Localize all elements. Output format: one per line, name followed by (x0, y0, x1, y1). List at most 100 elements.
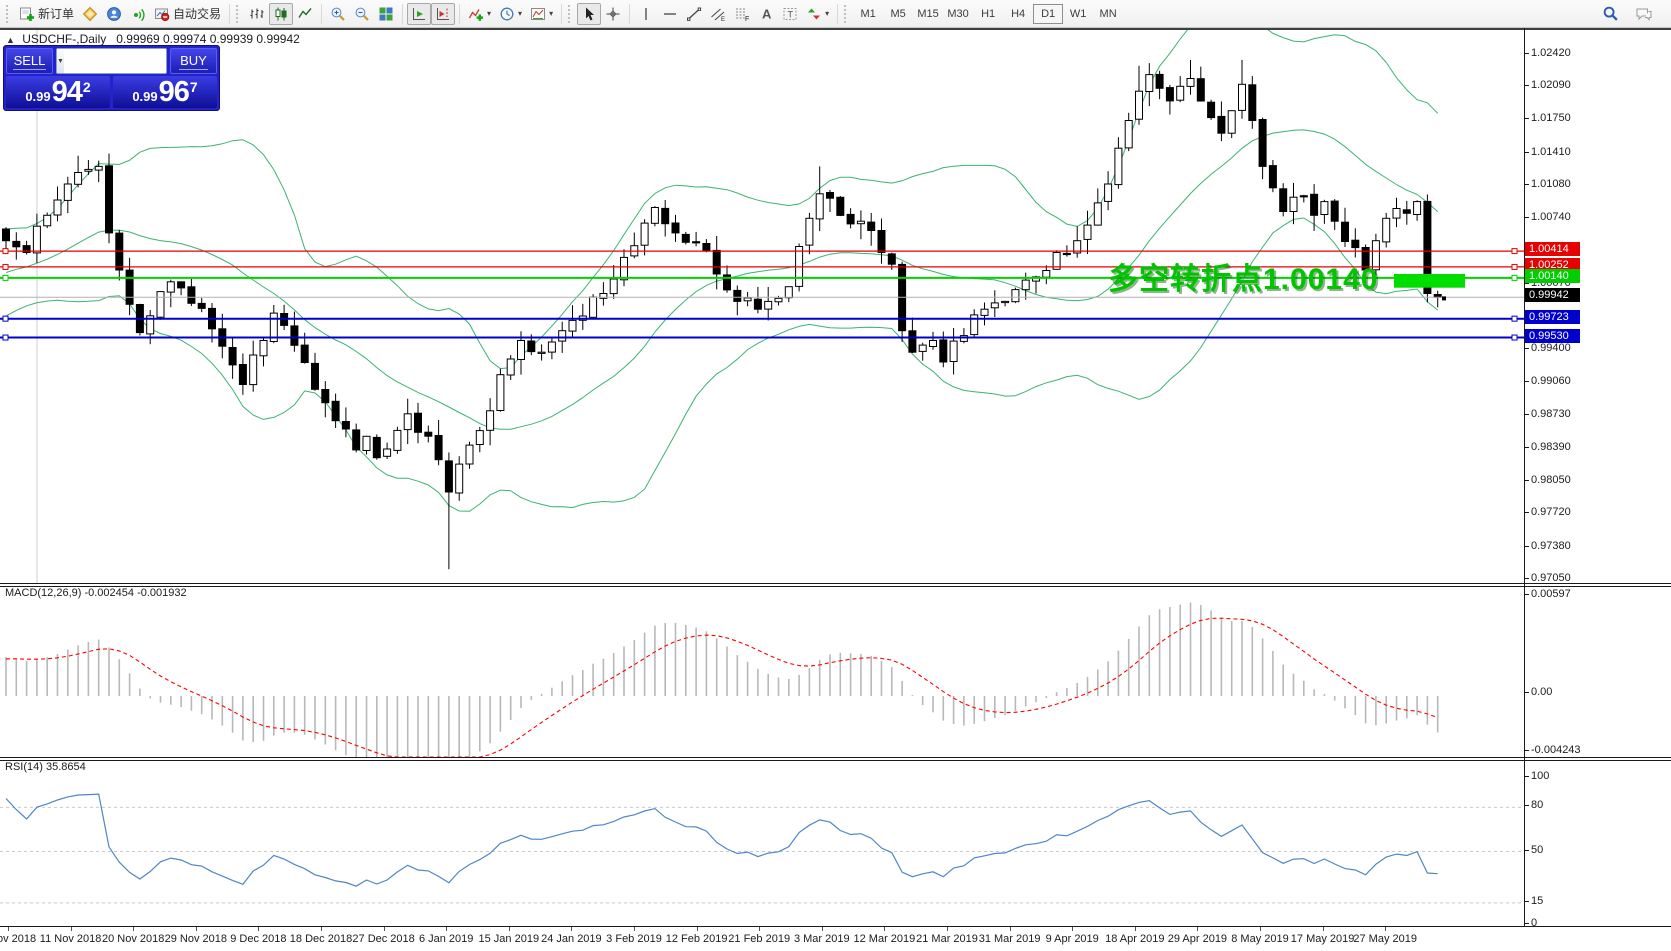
new-order-button[interactable]: 新订单 (15, 3, 78, 25)
timeframe-h1-button[interactable]: H1 (981, 7, 996, 20)
volume-input[interactable] (63, 49, 166, 73)
rsi-axis-tick-mark (1524, 805, 1529, 807)
price-axis-tick-mark (1524, 512, 1529, 514)
price-badge: 1.00140 (1525, 268, 1580, 283)
equidistant-channel-button[interactable]: E (706, 3, 730, 25)
metaeditor-button[interactable] (78, 3, 102, 25)
bar-chart-button[interactable] (245, 3, 269, 25)
date-axis-tick-mark (195, 927, 197, 931)
text-label-button[interactable]: T (778, 3, 802, 25)
text-button[interactable]: A (754, 3, 778, 25)
main-price-pane[interactable] (0, 30, 1524, 585)
date-axis-tick-mark (1385, 927, 1387, 931)
timeframe-m5-button[interactable]: M5 (890, 7, 906, 20)
date-axis-tick-mark (70, 927, 72, 931)
sell-price-prefix: 0.99 (25, 89, 51, 104)
vertical-line-button[interactable] (634, 3, 658, 25)
indicators-dropdown[interactable]: ▾ (464, 3, 495, 25)
annotation-text[interactable]: 多空转折点1.00140 (1108, 263, 1379, 296)
chart-ohlc-quotes: 0.99969 0.99974 0.99939 0.99942 (116, 32, 300, 46)
date-axis-tick-mark (1072, 927, 1074, 931)
horizontal-line-button[interactable] (658, 3, 682, 25)
price-axis-tick: 0.99060 (1531, 375, 1571, 388)
sell-price-main: 94 (51, 76, 83, 108)
date-axis-label: 6 Jan 2019 (418, 933, 474, 945)
arrows-dropdown[interactable]: ▾ (802, 3, 833, 25)
svg-text:F: F (745, 16, 749, 22)
rsi-label: RSI(14) 35.8654 (5, 761, 86, 773)
trendline-button[interactable] (682, 3, 706, 25)
buy-price-box[interactable]: 0.99 96 7 (113, 76, 217, 108)
fibonacci-button[interactable]: F (730, 3, 754, 25)
mql5-community-button[interactable] (102, 3, 126, 25)
price-badge: 1.00414 (1525, 242, 1580, 257)
candlestick-chart-button[interactable] (269, 2, 294, 25)
autotrading-icon (155, 8, 170, 21)
cursor-button[interactable] (577, 2, 602, 25)
chat-icon (1636, 8, 1652, 21)
buy-button[interactable]: BUY (170, 48, 217, 74)
vertical-line-icon (645, 7, 647, 20)
price-axis-tick: 1.01410 (1531, 145, 1571, 158)
macd-axis-tick-mark (1524, 692, 1529, 693)
toolbar-grip[interactable] (844, 4, 849, 23)
buy-price-pip: 7 (189, 79, 198, 95)
price-axis-tick-mark (1524, 480, 1529, 482)
price-axis-tick: 1.01750 (1531, 112, 1571, 125)
macd-axis-tick: 0.00597 (1531, 588, 1571, 600)
sell-price-box[interactable]: 0.99 94 2 (6, 76, 110, 108)
crosshair-button[interactable] (601, 3, 625, 25)
price-axis-tick-mark (1524, 183, 1529, 185)
timeframe-m15-button[interactable]: M15 (917, 7, 939, 20)
rsi-pane[interactable] (0, 763, 1524, 928)
toolbar-grip[interactable] (236, 4, 241, 23)
price-axis-tick: 0.98730 (1531, 407, 1571, 420)
chat-button[interactable] (1631, 3, 1657, 25)
pane-separator[interactable] (0, 583, 1671, 587)
date-axis-label: 27 Dec 2018 (352, 933, 415, 945)
periods-dropdown[interactable]: ▾ (495, 3, 526, 25)
timeframe-d1-button[interactable]: D1 (1033, 3, 1064, 24)
chevron-down-icon: ▾ (549, 9, 554, 18)
timeframe-h4-button[interactable]: H4 (1011, 7, 1026, 20)
date-axis-tick-mark (947, 927, 948, 931)
date-axis-tick-mark (759, 927, 761, 931)
sell-button[interactable]: SELL (6, 48, 53, 74)
templates-dropdown[interactable]: ▾ (526, 3, 557, 25)
toolbar-grip[interactable] (6, 4, 11, 23)
date-axis-label: 31 Mar 2019 (978, 933, 1041, 945)
tile-windows-button[interactable] (374, 3, 398, 25)
metaeditor-icon (82, 6, 98, 21)
timeframe-mn-button[interactable]: MN (1099, 7, 1117, 20)
date-axis-tick-mark (258, 927, 260, 931)
collapse-panel-icon[interactable]: ▲ (6, 35, 15, 45)
auto-scroll-button[interactable] (407, 2, 432, 25)
macd-pane[interactable] (0, 589, 1524, 759)
price-axis-tick-mark (1524, 118, 1529, 120)
autotrading-button[interactable]: 自动交易 (150, 3, 225, 25)
price-axis-tick-mark (1524, 545, 1529, 547)
date-axis-tick-mark (1322, 927, 1324, 931)
autotrading-label: 自动交易 (173, 7, 222, 21)
date-axis-tick-mark (821, 927, 823, 931)
timeframe-m1-button[interactable]: M1 (860, 7, 876, 20)
search-button[interactable] (1598, 3, 1623, 25)
zoom-in-button[interactable] (326, 3, 350, 25)
zoom-out-button[interactable] (350, 3, 374, 25)
date-axis-tick-mark (1197, 927, 1199, 931)
volume-decrease-button[interactable]: ▼ (57, 49, 64, 73)
price-axis-tick-mark (1524, 85, 1529, 87)
date-axis-label: 29 Apr 2019 (1167, 933, 1228, 945)
chart-shift-button[interactable] (431, 2, 456, 25)
price-axis-tick: 1.01080 (1531, 177, 1571, 190)
line-chart-button[interactable] (293, 3, 317, 25)
price-axis-tick-mark (1524, 577, 1529, 579)
toolbar-grip[interactable] (568, 4, 573, 23)
date-axis-tick-mark (1009, 927, 1011, 931)
timeframe-w1-button[interactable]: W1 (1069, 7, 1087, 20)
signals-button[interactable] (126, 3, 150, 25)
macd-axis-tick-mark (1524, 594, 1529, 595)
timeframe-m30-button[interactable]: M30 (947, 7, 969, 20)
pane-separator[interactable] (0, 757, 1671, 761)
